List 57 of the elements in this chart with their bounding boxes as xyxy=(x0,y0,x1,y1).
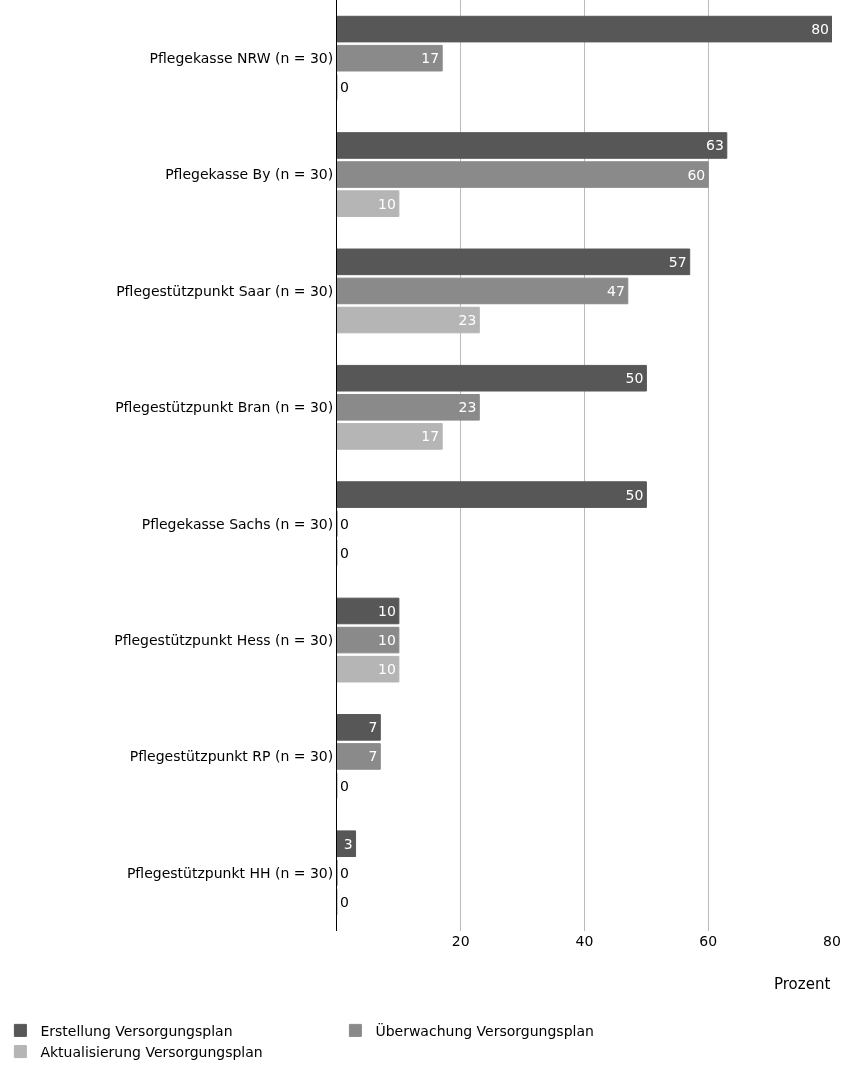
data-label: 10 xyxy=(378,602,396,619)
data-label: 60 xyxy=(687,166,706,183)
data-label: 7 xyxy=(368,719,378,736)
y-tick-label: Pflegestützpunkt HH (n = 30) xyxy=(126,864,334,881)
bar xyxy=(337,481,647,508)
y-tick-label: Pflegestützpunkt Hess (n = 30) xyxy=(114,631,334,648)
data-label: 57 xyxy=(668,253,687,270)
data-label: 23 xyxy=(458,399,477,416)
data-label: 0 xyxy=(340,777,349,794)
data-label: 17 xyxy=(421,50,440,67)
data-label: 0 xyxy=(340,544,349,561)
y-tick-label: Pflegestützpunkt Saar (n = 30) xyxy=(116,282,334,299)
bar xyxy=(337,743,381,770)
data-label: 10 xyxy=(378,661,396,678)
data-label: 0 xyxy=(340,79,349,96)
data-label: 0 xyxy=(340,515,349,532)
y-tick-label: Pflegekasse By (n = 30) xyxy=(165,166,334,183)
data-label: 17 xyxy=(421,428,440,445)
data-label: 7 xyxy=(368,748,378,765)
y-tick-label: Pflegestützpunkt RP (n = 30) xyxy=(129,748,334,765)
legend-label: Erstellung Versorgungsplan xyxy=(40,1022,233,1039)
y-tick-label: Pflegestützpunkt Bran (n = 30) xyxy=(115,399,334,416)
legend-label: Aktualisierung Versorgungsplan xyxy=(40,1044,263,1061)
x-tick-label: 20 xyxy=(451,933,470,949)
data-label: 0 xyxy=(340,864,349,881)
bar xyxy=(337,364,647,392)
x-tick-label: 40 xyxy=(575,933,594,949)
bar xyxy=(337,423,443,450)
data-label: 50 xyxy=(625,486,644,503)
data-label: 63 xyxy=(705,137,724,154)
data-label: 47 xyxy=(606,282,625,299)
bar xyxy=(337,394,480,421)
bar xyxy=(337,714,381,741)
bar xyxy=(337,626,400,654)
bar xyxy=(337,132,728,159)
x-tick-label: 80 xyxy=(823,933,841,949)
data-label: 0 xyxy=(340,893,349,910)
data-label: 10 xyxy=(378,195,396,212)
data-label: 23 xyxy=(458,312,477,329)
bar xyxy=(337,248,691,276)
data-label: 3 xyxy=(343,835,353,852)
x-axis-title: Prozent xyxy=(774,975,831,993)
bar xyxy=(337,15,832,43)
bar xyxy=(337,190,400,217)
data-label: 80 xyxy=(811,21,829,38)
bar xyxy=(337,44,443,72)
bar xyxy=(337,161,709,188)
bar xyxy=(337,830,357,858)
y-tick-label: Pflegekasse NRW (n = 30) xyxy=(149,50,334,67)
bar xyxy=(337,277,629,305)
x-tick-label: 60 xyxy=(699,933,718,949)
legend-label: Überwachung Versorgungsplan xyxy=(375,1021,594,1039)
bar xyxy=(337,597,400,625)
data-label: 50 xyxy=(625,370,644,387)
y-tick-label: Pflegekasse Sachs (n = 30) xyxy=(141,515,334,532)
data-label: 10 xyxy=(378,632,396,649)
bar xyxy=(337,655,400,683)
